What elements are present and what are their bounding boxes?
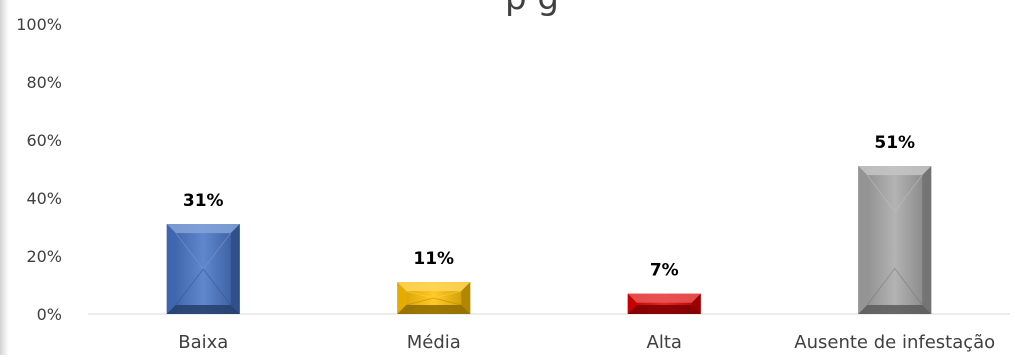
x-category-label: Ausente de infestação <box>794 332 995 353</box>
bar-bevel-left <box>858 166 868 314</box>
bar <box>166 224 240 314</box>
bar-bevel-left <box>397 282 407 314</box>
bar-bevel-top <box>858 166 932 176</box>
data-label: 51% <box>874 133 915 153</box>
x-axis-category-labels: Baixa Média Alta Ausente de infestação <box>178 332 995 353</box>
bar <box>627 293 701 314</box>
bar-bevel-bottom <box>627 305 701 314</box>
bar-facet-bottom <box>406 297 462 306</box>
data-labels: 31% 11% 7% 51% <box>183 133 915 281</box>
y-tick-label: 40% <box>26 189 62 208</box>
bar-bevel-top <box>166 224 240 234</box>
bar-bevel-top <box>397 282 471 292</box>
y-tick-label: 100% <box>16 15 62 34</box>
data-label: 31% <box>183 191 224 211</box>
bar-bevel-right <box>461 282 471 314</box>
bar-body <box>858 166 932 314</box>
bar-bevel-left <box>166 224 176 314</box>
y-axis-tick-labels: 0% 20% 40% 60% 80% 100% <box>16 15 62 324</box>
y-tick-label: 0% <box>37 305 62 324</box>
chart-title-fragment: p g <box>505 0 559 18</box>
data-label: 11% <box>413 249 454 269</box>
bar-bevel-bottom <box>166 305 240 314</box>
bar-bevel-top <box>627 293 701 303</box>
bar-facet-bottom <box>175 268 232 306</box>
bar-facet-top <box>866 174 923 213</box>
bar-bevel-left <box>627 293 637 314</box>
bar-bevel-bottom <box>397 305 471 314</box>
bar <box>397 282 471 314</box>
x-category-label: Alta <box>647 332 682 353</box>
y-tick-label: 80% <box>26 73 62 92</box>
bar-bevel-right <box>230 224 240 314</box>
x-category-label: Baixa <box>178 332 228 353</box>
bars <box>166 166 932 314</box>
bar-bevel-right <box>691 293 701 314</box>
x-category-label: Média <box>407 332 461 353</box>
left-edge-shadow <box>0 0 9 355</box>
bar-bevel-bottom <box>858 305 932 314</box>
y-tick-label: 60% <box>26 131 62 150</box>
bar-facet-bottom <box>866 267 923 306</box>
data-label: 7% <box>650 261 679 281</box>
bar <box>858 166 932 314</box>
y-tick-label: 20% <box>26 247 62 266</box>
bar-bevel-right <box>922 166 932 314</box>
